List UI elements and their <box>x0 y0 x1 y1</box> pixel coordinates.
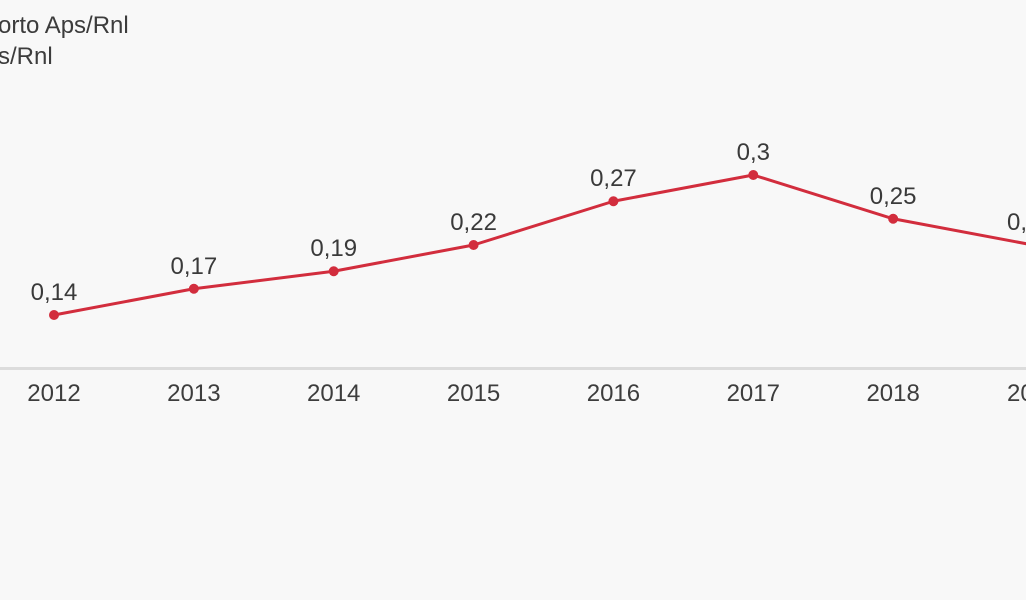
data-point-marker <box>328 266 339 277</box>
x-axis-tick-label: 20 <box>1006 380 1026 407</box>
data-point-marker <box>188 283 199 294</box>
point-value-label: 0,3 <box>736 139 770 166</box>
x-axis-tick-label: 2012 <box>27 380 81 407</box>
x-axis-tick-label: 2015 <box>446 380 501 407</box>
x-axis-line <box>0 367 1026 370</box>
x-axis-tick-label: 2014 <box>307 380 361 407</box>
series-line <box>52 173 1026 317</box>
point-value-label: 0,14 <box>30 279 78 306</box>
chart-title: orto Aps/Rnl s/Rnl <box>0 10 129 72</box>
x-axis-tick-label: 2016 <box>586 380 641 407</box>
x-axis-tick-label: 2013 <box>167 380 221 407</box>
x-axis-tick-label: 2018 <box>866 380 920 407</box>
data-point-marker <box>748 170 759 180</box>
x-axis-tick-label: 2017 <box>726 380 780 407</box>
data-point-marker <box>888 213 899 224</box>
point-value-label: 0,25 <box>869 182 917 210</box>
data-point-marker <box>49 310 59 320</box>
point-value-label: 0,27 <box>590 165 637 193</box>
data-point-marker <box>608 196 619 207</box>
chart-title-line-2: s/Rnl <box>0 43 53 70</box>
point-value-label: 0,17 <box>170 252 218 280</box>
data-point-marker <box>468 240 479 250</box>
point-value-label: 0,19 <box>310 235 358 263</box>
point-value-label: 0,22 <box>450 209 497 236</box>
chart-title-line-1: orto Aps/Rnl <box>0 12 129 39</box>
point-value-label: 0, <box>1006 209 1026 236</box>
